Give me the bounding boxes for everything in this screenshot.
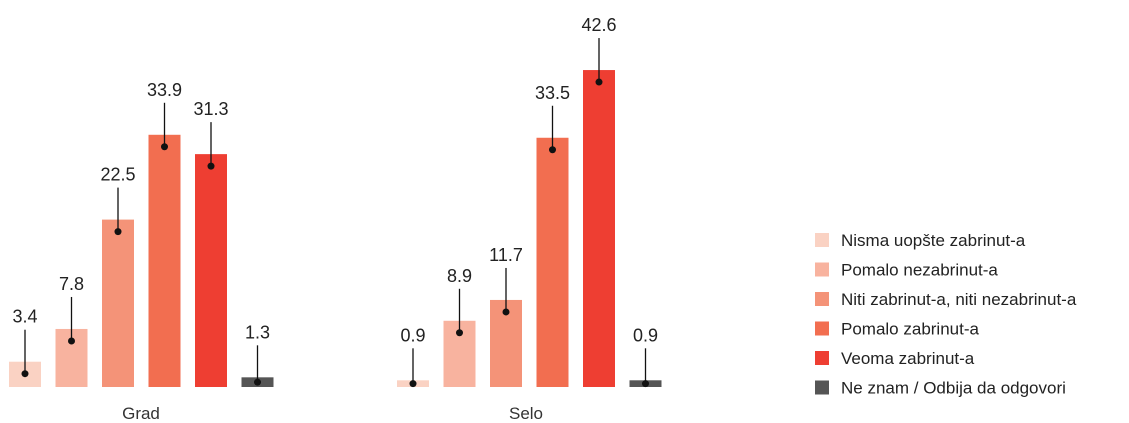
legend-swatch (815, 380, 829, 395)
plot-area: 3.4 7.8 22.5 33.9 31.3 1.3 Grad 0.9 8.9 11.7 33.5 4… (9, 15, 662, 423)
category-label-grad: Grad (122, 404, 160, 423)
legend-label: Pomalo nezabrinut-a (841, 261, 998, 280)
data-label: 0.9 (400, 325, 425, 345)
data-label: 31.3 (193, 99, 228, 119)
leader-dot (21, 370, 29, 378)
legend-label: Pomalo zabrinut-a (841, 320, 980, 339)
legend-label: Nisma uopšte zabrinut-a (841, 231, 1026, 250)
legend-swatch (815, 351, 829, 365)
leader-dot (595, 78, 603, 86)
leader-dot (254, 378, 261, 386)
leader-dot (549, 146, 556, 154)
data-label: 33.9 (147, 80, 182, 100)
leader-dot (207, 162, 215, 170)
data-label: 8.9 (447, 266, 472, 286)
leader-dot (502, 308, 510, 316)
data-label: 0.9 (633, 325, 658, 345)
bar-grad-3 (102, 219, 134, 387)
data-label: 42.6 (581, 15, 616, 35)
category-label-selo: Selo (509, 404, 543, 423)
leader-dot (161, 143, 168, 151)
legend-label: Ne znam / Odbija da odgovori (841, 379, 1066, 398)
bar-selo-5 (583, 70, 615, 387)
leader-dot (456, 329, 463, 337)
legend-swatch (815, 292, 829, 306)
leader-dot (68, 337, 75, 345)
legend-label: Niti zabrinut-a, niti nezabrinut-a (841, 290, 1077, 309)
legend-swatch (815, 262, 829, 277)
legend-label: Veoma zabrinut-a (841, 349, 975, 368)
data-label: 11.7 (489, 245, 523, 265)
bar-grad-5 (195, 154, 227, 387)
leader-dot (114, 228, 122, 236)
data-label: 33.5 (535, 83, 570, 103)
data-label: 22.5 (100, 165, 135, 185)
legend-swatch (815, 233, 829, 247)
data-label: 1.3 (245, 322, 270, 342)
leader-dot (642, 380, 649, 388)
data-label: 7.8 (59, 274, 84, 294)
bar-selo-4 (536, 137, 569, 387)
bar-grad-4 (148, 134, 181, 387)
data-label: 3.4 (12, 307, 37, 327)
leader-dot (409, 380, 417, 388)
legend: Nisma uopšte zabrinut-a Pomalo nezabrinut… (815, 231, 1077, 398)
legend-swatch (815, 321, 829, 336)
